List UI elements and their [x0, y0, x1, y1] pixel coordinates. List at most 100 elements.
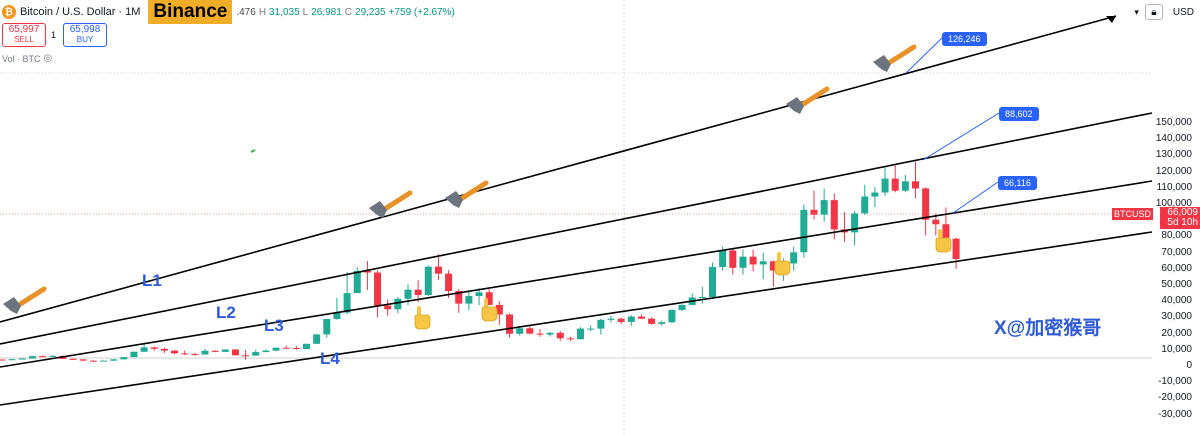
candle-body[interactable] — [100, 360, 107, 362]
candle-body[interactable] — [363, 270, 371, 273]
callout-88602[interactable]: 88,602 — [999, 107, 1039, 121]
candle-body[interactable] — [790, 252, 798, 264]
symbol-title[interactable]: Bitcoin / U.S. Dollar · 1M — [20, 6, 141, 18]
candle-body[interactable] — [648, 318, 656, 324]
candle-body[interactable] — [607, 318, 615, 320]
candle-body[interactable] — [932, 219, 940, 225]
candle-body[interactable] — [485, 292, 493, 305]
candle-body[interactable] — [231, 349, 239, 356]
trend-line-l3[interactable] — [0, 180, 1153, 368]
callout-126246[interactable]: 126,246 — [942, 32, 987, 46]
candle-body[interactable] — [922, 188, 930, 220]
lock-icon[interactable]: 🔒︎ — [1144, 4, 1163, 20]
candle-body[interactable] — [445, 273, 453, 291]
candle-body[interactable] — [597, 319, 605, 329]
chevron-down-icon[interactable]: ▾ — [1134, 6, 1139, 17]
candle-body[interactable] — [333, 312, 341, 320]
candle-body[interactable] — [201, 350, 209, 355]
candle-body[interactable] — [587, 328, 595, 330]
candle-body[interactable] — [891, 178, 899, 191]
candle-body[interactable] — [8, 359, 16, 361]
candle-body[interactable] — [272, 347, 280, 351]
candle-body[interactable] — [658, 322, 666, 324]
candle-body[interactable] — [516, 328, 524, 334]
candle-body[interactable] — [303, 343, 310, 349]
candle-body[interactable] — [627, 316, 635, 322]
candle-body[interactable] — [252, 352, 260, 356]
candle-body[interactable] — [211, 350, 219, 352]
candle-body[interactable] — [18, 358, 26, 360]
candle-body[interactable] — [810, 209, 818, 215]
candle-body[interactable] — [506, 314, 513, 334]
candle-body[interactable] — [678, 304, 686, 310]
candle-body[interactable] — [140, 347, 148, 352]
candle-body[interactable] — [759, 261, 767, 265]
candle-body[interactable] — [404, 289, 412, 299]
candle-body[interactable] — [749, 256, 757, 265]
candle-body[interactable] — [739, 256, 747, 268]
volume-indicator-label[interactable]: Vol · BTC ◎ — [2, 53, 52, 64]
candle-body[interactable] — [323, 319, 331, 335]
candle-body[interactable] — [556, 332, 564, 339]
candle-body[interactable] — [242, 355, 250, 357]
candle-body[interactable] — [39, 356, 47, 358]
candle-body[interactable] — [150, 347, 158, 349]
trend-line-l2[interactable] — [0, 112, 1153, 345]
candle-body[interactable] — [881, 178, 889, 193]
candle-body[interactable] — [942, 224, 950, 239]
candle-body[interactable] — [394, 298, 402, 310]
candle-body[interactable] — [79, 359, 87, 361]
candle-body[interactable] — [120, 357, 128, 360]
candle-body[interactable] — [546, 332, 554, 335]
candle-body[interactable] — [526, 328, 534, 334]
candle-body[interactable] — [160, 348, 168, 351]
candle-body[interactable] — [69, 358, 77, 360]
candle-body[interactable] — [0, 359, 6, 361]
candle-body[interactable] — [28, 356, 36, 359]
candle-body[interactable] — [343, 293, 351, 313]
candle-body[interactable] — [414, 289, 422, 296]
callout-66116[interactable]: 66,116 — [998, 176, 1037, 190]
candle-body[interactable] — [455, 290, 463, 304]
candle-body[interactable] — [353, 270, 361, 294]
candle-body[interactable] — [424, 266, 432, 296]
candle-body[interactable] — [130, 351, 138, 358]
candle-body[interactable] — [566, 338, 574, 340]
sell-button[interactable]: 65,997 SELL — [2, 23, 46, 47]
candle-body[interactable] — [221, 349, 229, 352]
candle-body[interactable] — [901, 181, 909, 191]
candle-body[interactable] — [110, 359, 118, 361]
currency-label[interactable]: USD — [1172, 6, 1194, 18]
candle-body[interactable] — [830, 200, 838, 230]
candle-body[interactable] — [536, 333, 544, 335]
candle-body[interactable] — [191, 354, 199, 356]
buy-button[interactable]: 65,998 BUY — [63, 23, 107, 47]
candle-body[interactable] — [769, 261, 777, 271]
candle-body[interactable] — [181, 353, 189, 355]
candle-body[interactable] — [637, 316, 645, 319]
candle-body[interactable] — [292, 348, 300, 350]
candle-body[interactable] — [617, 318, 625, 322]
candle-body[interactable] — [434, 266, 442, 274]
candle-body[interactable] — [800, 209, 808, 253]
candle-body[interactable] — [577, 328, 585, 340]
candle-body[interactable] — [668, 309, 676, 323]
candle-body[interactable] — [282, 347, 290, 349]
candle-body[interactable] — [384, 305, 392, 310]
trend-line-l4[interactable] — [0, 231, 1153, 406]
candle-body[interactable] — [465, 296, 473, 304]
candle-body[interactable] — [374, 272, 382, 306]
candle-body[interactable] — [171, 350, 179, 354]
candle-body[interactable] — [912, 181, 919, 189]
candle-body[interactable] — [861, 196, 869, 214]
candle-body[interactable] — [709, 267, 716, 297]
candle-body[interactable] — [719, 250, 727, 268]
candle-body[interactable] — [871, 192, 879, 197]
candle-body[interactable] — [698, 296, 706, 298]
candle-body[interactable] — [952, 238, 960, 260]
candle-body[interactable] — [313, 334, 321, 344]
candle-body[interactable] — [49, 355, 57, 357]
candle-body[interactable] — [820, 200, 828, 215]
candle-body[interactable] — [475, 292, 483, 297]
